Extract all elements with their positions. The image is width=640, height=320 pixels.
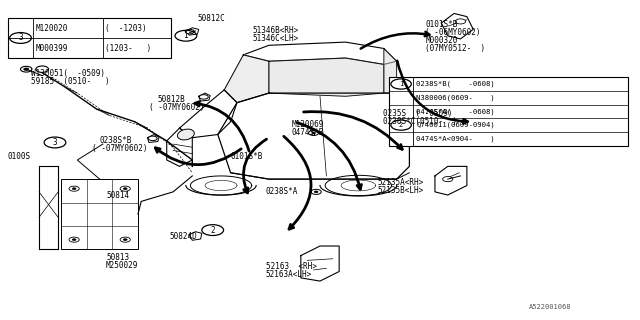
- Polygon shape: [224, 55, 269, 103]
- Text: ( -07MY0602): ( -07MY0602): [92, 144, 147, 153]
- Text: (07MY0512-  ): (07MY0512- ): [426, 44, 486, 53]
- Bar: [397, 109, 413, 128]
- Circle shape: [308, 130, 319, 135]
- Text: 0101S*B: 0101S*B: [426, 20, 458, 29]
- Text: 0474S*B: 0474S*B: [291, 128, 324, 137]
- Circle shape: [311, 189, 321, 195]
- Circle shape: [124, 239, 127, 241]
- Text: 50813: 50813: [106, 253, 129, 262]
- Text: 0238S*A: 0238S*A: [266, 188, 298, 196]
- Text: 52135B<LH>: 52135B<LH>: [378, 186, 424, 195]
- Circle shape: [312, 132, 316, 134]
- Text: 50812B: 50812B: [157, 95, 185, 104]
- Circle shape: [471, 121, 481, 126]
- Text: 0238S*B: 0238S*B: [100, 136, 132, 145]
- Circle shape: [72, 188, 76, 190]
- Circle shape: [20, 66, 32, 72]
- Text: 50824D: 50824D: [170, 232, 198, 241]
- Circle shape: [120, 237, 131, 242]
- Text: M000399: M000399: [35, 44, 68, 52]
- Circle shape: [72, 239, 76, 241]
- Bar: [61, 179, 138, 249]
- Text: 50814: 50814: [106, 190, 129, 200]
- Circle shape: [199, 95, 208, 99]
- Circle shape: [36, 66, 49, 72]
- Text: 0100S: 0100S: [7, 152, 30, 161]
- Text: A522001068: A522001068: [529, 304, 571, 309]
- Text: 50812C: 50812C: [198, 14, 225, 23]
- Text: 1: 1: [399, 81, 403, 87]
- Text: M120020: M120020: [35, 24, 68, 33]
- Text: 0474S*A<0904-    ): 0474S*A<0904- ): [417, 136, 495, 142]
- Circle shape: [314, 191, 318, 193]
- Text: 59185  (0510-   ): 59185 (0510- ): [31, 77, 110, 86]
- Text: 52135A<RH>: 52135A<RH>: [378, 178, 424, 187]
- Text: 51346B<RH>: 51346B<RH>: [253, 27, 299, 36]
- Text: 0238S*C(0510-  ): 0238S*C(0510- ): [383, 117, 456, 126]
- Circle shape: [69, 237, 79, 242]
- Circle shape: [443, 177, 453, 182]
- Text: (  -1203): ( -1203): [106, 24, 147, 33]
- Text: 0474S*A(    -0608): 0474S*A( -0608): [417, 108, 495, 115]
- Text: 1: 1: [184, 31, 188, 40]
- Text: M000320: M000320: [426, 36, 458, 45]
- Text: ( -06MY0602): ( -06MY0602): [426, 28, 481, 37]
- Ellipse shape: [177, 129, 195, 140]
- Circle shape: [24, 68, 29, 70]
- Circle shape: [456, 19, 466, 24]
- Text: 2: 2: [399, 122, 403, 128]
- Bar: [389, 77, 628, 146]
- Text: N380006(0609-    ): N380006(0609- ): [417, 94, 495, 101]
- Text: 3: 3: [18, 34, 23, 43]
- Polygon shape: [269, 58, 384, 96]
- Text: (1203-   ): (1203- ): [106, 44, 152, 52]
- Text: Q740011(0609-0904): Q740011(0609-0904): [417, 122, 495, 128]
- Text: 0238S*B(    -0608): 0238S*B( -0608): [417, 81, 495, 87]
- Text: 0101S*B: 0101S*B: [230, 152, 263, 161]
- Bar: [8, 18, 172, 58]
- Circle shape: [120, 186, 131, 191]
- Text: 2: 2: [211, 226, 215, 235]
- Polygon shape: [384, 49, 397, 93]
- Text: M120069: M120069: [291, 120, 324, 130]
- Text: M250029: M250029: [106, 261, 138, 270]
- Text: 3: 3: [52, 138, 58, 147]
- Text: 51346C<LH>: 51346C<LH>: [253, 35, 299, 44]
- Text: ( -07MY0602): ( -07MY0602): [150, 103, 205, 112]
- Text: 0235S  ( -0509): 0235S ( -0509): [383, 109, 452, 118]
- Text: 52163  <RH>: 52163 <RH>: [266, 262, 317, 271]
- Text: 52163A<LH>: 52163A<LH>: [266, 270, 312, 279]
- Circle shape: [69, 186, 79, 191]
- Circle shape: [185, 29, 194, 34]
- Circle shape: [148, 136, 157, 140]
- Circle shape: [124, 188, 127, 190]
- Text: W130051(  -0509): W130051( -0509): [31, 69, 106, 78]
